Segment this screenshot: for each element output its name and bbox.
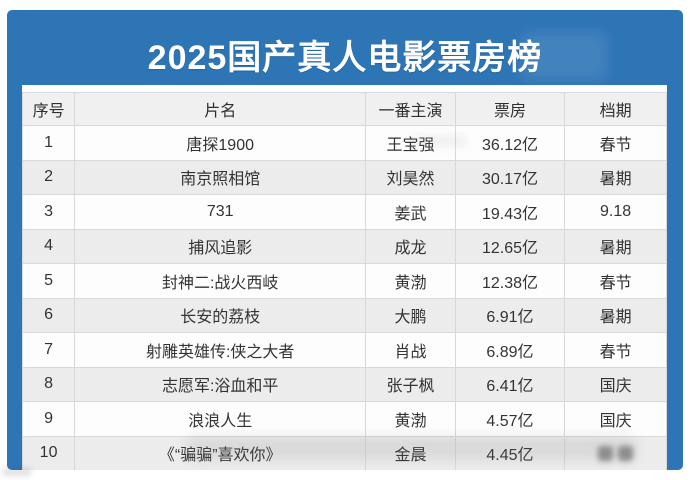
cell-rank: 3 xyxy=(22,194,76,230)
cell-lead: 刘昊然 xyxy=(365,159,456,195)
cell-title: 《“骗骗”喜欢你》 xyxy=(74,435,367,470)
blurred-text-smudge xyxy=(598,445,634,461)
cell-lead: 黄渤 xyxy=(365,263,456,299)
cell-schedule: 暑期 xyxy=(564,228,667,264)
cell-boxoffice: 4.45亿 xyxy=(454,435,566,470)
cell-boxoffice: 6.91亿 xyxy=(454,297,566,333)
cell-rank: 5 xyxy=(22,263,76,299)
table-container: 序号 片名 一番主演 票房 档期 1 唐探1900 王宝强 36.12亿 春节 2 南京照相馆 刘昊然… xyxy=(22,85,667,470)
cell-title: 志愿军:浴血和平 xyxy=(74,366,367,402)
cell-schedule: 国庆 xyxy=(564,401,667,437)
table-row: 2 南京照相馆 刘昊然 30.17亿 暑期 xyxy=(22,159,667,195)
cell-boxoffice: 6.41亿 xyxy=(454,366,566,402)
cell-boxoffice: 12.65亿 xyxy=(454,228,566,264)
cell-rank: 8 xyxy=(22,366,76,402)
cell-rank: 10 xyxy=(22,435,76,470)
cell-title: 封神二:战火西岐 xyxy=(74,263,367,299)
table-row: 4 捕风追影 成龙 12.65亿 暑期 xyxy=(22,228,667,264)
cell-boxoffice: 19.43亿 xyxy=(454,194,566,230)
cell-boxoffice: 4.57亿 xyxy=(454,401,566,437)
table-row: 7 射雕英雄传:侠之大者 肖战 6.89亿 春节 xyxy=(22,332,667,368)
table-row: 9 浪浪人生 黄渤 4.57亿 国庆 xyxy=(22,401,667,437)
cell-rank: 1 xyxy=(22,125,76,161)
column-header-lead: 一番主演 xyxy=(365,92,456,126)
table-row: 1 唐探1900 王宝强 36.12亿 春节 xyxy=(22,125,667,161)
cell-boxoffice: 30.17亿 xyxy=(454,159,566,195)
cell-schedule: 暑期 xyxy=(564,297,667,333)
cell-boxoffice: 36.12亿 xyxy=(454,125,566,161)
watermark-smudge xyxy=(522,32,607,80)
cell-lead: 姜武 xyxy=(365,194,456,230)
cell-lead: 黄渤 xyxy=(365,401,456,437)
cell-rank: 9 xyxy=(22,401,76,437)
table-header-row: 序号 片名 一番主演 票房 档期 xyxy=(22,92,667,126)
cell-title: 射雕英雄传:侠之大者 xyxy=(74,332,367,368)
cell-title: 捕风追影 xyxy=(74,228,367,264)
cell-schedule: 9.18 xyxy=(564,194,667,230)
column-header-boxoffice: 票房 xyxy=(454,92,566,126)
table-row: 3 731 姜武 19.43亿 9.18 xyxy=(22,194,667,230)
cell-schedule: 国庆 xyxy=(564,366,667,402)
cell-schedule: 暑期 xyxy=(564,159,667,195)
table-body: 1 唐探1900 王宝强 36.12亿 春节 2 南京照相馆 刘昊然 30.17亿 暑期 3 731 姜… xyxy=(22,125,667,470)
page-title: 2025国产真人电影票房榜 xyxy=(147,39,543,77)
cell-title: 浪浪人生 xyxy=(74,401,367,437)
cell-schedule: 春节 xyxy=(564,332,667,368)
cell-boxoffice: 6.89亿 xyxy=(454,332,566,368)
cell-lead: 王宝强 xyxy=(365,125,456,161)
table-row: 5 封神二:战火西岐 黄渤 12.38亿 春节 xyxy=(22,263,667,299)
cell-rank: 4 xyxy=(22,228,76,264)
cell-lead: 肖战 xyxy=(365,332,456,368)
cell-lead: 成龙 xyxy=(365,228,456,264)
cell-lead: 张子枫 xyxy=(365,366,456,402)
cell-title: 南京照相馆 xyxy=(74,159,367,195)
cell-rank: 7 xyxy=(22,332,76,368)
poster-panel: 2025国产真人电影票房榜 序号 片名 一番主演 票房 档期 1 唐探1900 王宝强 36.… xyxy=(7,10,683,470)
cell-title: 731 xyxy=(74,194,367,230)
column-header-rank: 序号 xyxy=(22,92,76,126)
cell-schedule: 春节 xyxy=(564,125,667,161)
boxoffice-table: 序号 片名 一番主演 票房 档期 1 唐探1900 王宝强 36.12亿 春节 2 南京照相馆 刘昊然… xyxy=(22,92,667,470)
cell-schedule: 春节 xyxy=(564,263,667,299)
cell-title: 唐探1900 xyxy=(74,125,367,161)
cell-rank: 6 xyxy=(22,297,76,333)
column-header-schedule: 档期 xyxy=(564,92,667,126)
cell-title: 长安的荔枝 xyxy=(74,297,367,333)
cell-lead: 大鹏 xyxy=(365,297,456,333)
cell-lead: 金晨 xyxy=(365,435,456,470)
table-row: 8 志愿军:浴血和平 张子枫 6.41亿 国庆 xyxy=(22,366,667,402)
table-row: 10 《“骗骗”喜欢你》 金晨 4.45亿 xyxy=(22,435,667,470)
corner-smudge xyxy=(2,468,32,476)
column-header-title: 片名 xyxy=(74,92,367,126)
table-row: 6 长安的荔枝 大鹏 6.91亿 暑期 xyxy=(22,297,667,333)
cell-boxoffice: 12.38亿 xyxy=(454,263,566,299)
cell-schedule-blurred xyxy=(564,435,667,470)
cell-rank: 2 xyxy=(22,159,76,195)
